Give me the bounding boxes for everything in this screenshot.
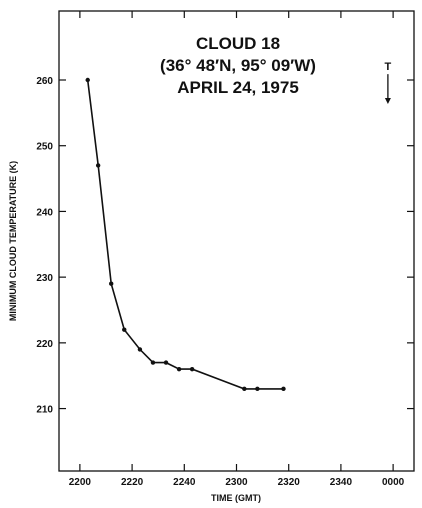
data-point	[122, 327, 127, 332]
x-tick-label: 2220	[121, 477, 144, 488]
x-tick-label: 2300	[225, 477, 248, 488]
y-tick-label: 230	[36, 273, 53, 284]
data-point	[281, 386, 286, 392]
y-tick-label: 260	[36, 76, 53, 87]
series-line	[86, 79, 284, 390]
title-line: CLOUD 18	[196, 34, 280, 53]
x-tick-label: 2320	[278, 477, 301, 488]
annotation: T	[385, 61, 392, 104]
chart-title: CLOUD 18 (36° 48′N, 95° 09′W) APRIL 24, …	[160, 34, 316, 97]
x-axis-label: TIME (GMT)	[211, 493, 261, 503]
x-tick-label: 2240	[173, 477, 196, 488]
y-axis-label: MINIMUM CLOUD TEMPERATURE (K)	[8, 161, 18, 321]
annotation-label: T	[385, 61, 392, 73]
y-tick-label: 250	[36, 142, 53, 153]
ticks-layer: 210 220 230 240 250 260 2200 2220 2240 2300 2320 23…	[36, 11, 414, 488]
data-point	[176, 366, 182, 372]
data-point	[255, 386, 260, 392]
y-tick-label: 220	[36, 339, 53, 350]
data-point	[163, 360, 169, 365]
x-tick-label: 2200	[69, 477, 92, 488]
data-point	[137, 347, 143, 352]
data-point	[189, 366, 195, 372]
title-line: (36° 48′N, 95° 09′W)	[160, 56, 316, 75]
title-line: APRIL 24, 1975	[177, 78, 299, 97]
x-tick-label: 2340	[330, 477, 353, 488]
data-point	[95, 163, 101, 168]
y-tick-label: 240	[36, 207, 53, 218]
x-tick-label: 0000	[382, 477, 405, 488]
data-point	[242, 386, 247, 392]
data-point	[85, 77, 90, 83]
data-point	[109, 281, 114, 286]
data-point	[150, 360, 156, 365]
annotation-arrow-head	[384, 98, 391, 104]
series-layer	[85, 77, 286, 392]
y-tick-label: 210	[36, 405, 53, 416]
